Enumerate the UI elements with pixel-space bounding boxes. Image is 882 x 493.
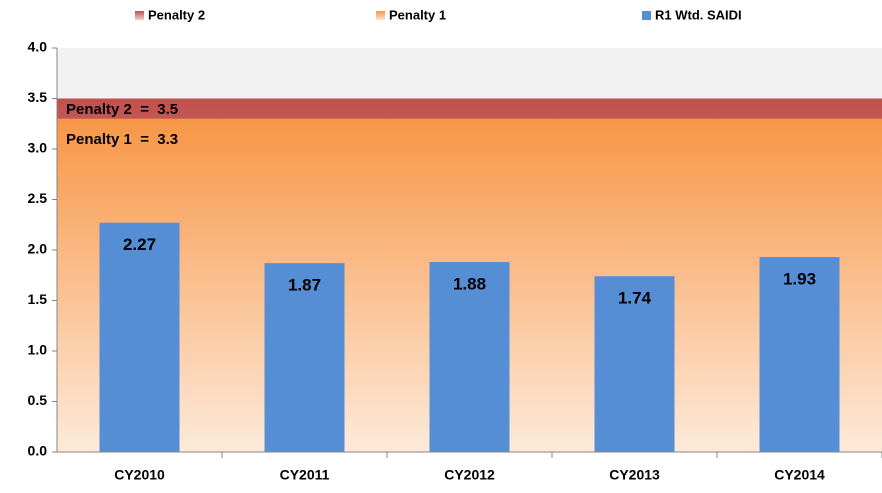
x-tick-label: CY2012	[444, 467, 495, 483]
bar	[759, 257, 840, 452]
value-label: 2.27	[123, 235, 156, 254]
y-tick-label: 2.5	[28, 190, 48, 206]
annotation: Penalty 1 = 3.3	[66, 131, 178, 148]
bar	[429, 262, 510, 452]
bar	[99, 222, 180, 452]
legend-swatch	[642, 11, 651, 20]
x-tick-label: CY2013	[609, 467, 660, 483]
y-tick-label: 1.0	[28, 342, 48, 358]
legend-label: Penalty 2	[148, 7, 205, 22]
annotation: Penalty 2 = 3.5	[66, 101, 178, 118]
legend-label: Penalty 1	[389, 7, 446, 22]
y-tick-label: 4.0	[28, 39, 48, 55]
x-tick-label: CY2010	[114, 467, 165, 483]
value-label: 1.93	[783, 270, 816, 289]
x-tick-label: CY2014	[774, 467, 825, 483]
bar	[264, 263, 345, 452]
y-tick-label: 2.0	[28, 241, 48, 257]
y-tick-label: 0.0	[28, 443, 48, 459]
legend-swatch	[135, 11, 144, 20]
y-tick-label: 0.5	[28, 392, 48, 408]
value-label: 1.88	[453, 275, 486, 294]
x-tick-label: CY2011	[280, 467, 330, 483]
bar	[594, 276, 675, 452]
value-label: 1.87	[288, 276, 321, 295]
legend-swatch	[376, 11, 385, 20]
y-tick-label: 3.5	[28, 89, 48, 105]
y-tick-label: 3.0	[28, 140, 48, 156]
value-label: 1.74	[618, 289, 652, 308]
legend-label: R1 Wtd. SAIDI	[655, 7, 742, 22]
y-tick-label: 1.5	[28, 291, 48, 307]
